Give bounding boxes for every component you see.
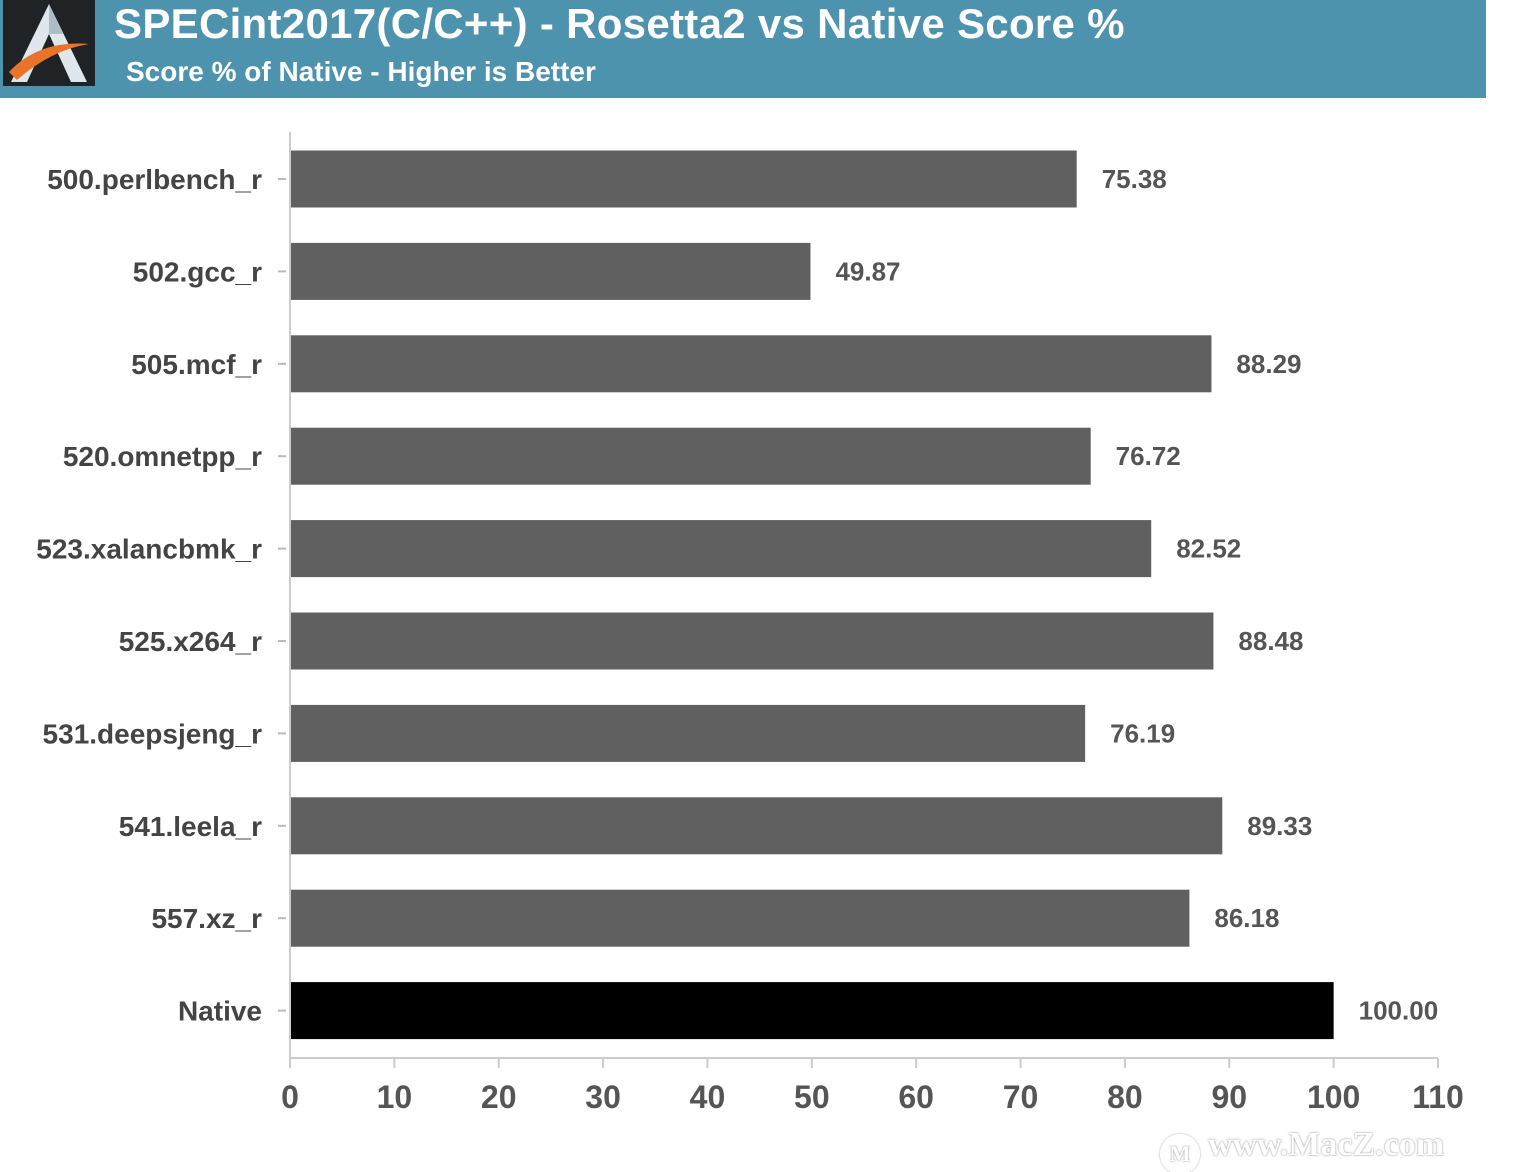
chart-title: SPECint2017(C/C++) - Rosetta2 vs Native … [114,0,1125,47]
bar [290,889,1190,947]
x-tick-label: 50 [794,1079,830,1115]
x-tick-label: 80 [1107,1079,1143,1115]
value-label: 100.00 [1359,996,1439,1026]
bar [290,242,811,300]
bar [290,982,1334,1040]
bar [290,520,1152,578]
bar [290,797,1223,855]
category-label: 525.x264_r [119,626,262,657]
x-tick-label: 40 [690,1079,726,1115]
bar [290,335,1212,393]
chart-header: SPECint2017(C/C++) - Rosetta2 vs Native … [0,0,1486,98]
value-label: 88.29 [1236,349,1301,379]
labels-layer: 500.perlbench_r 75.38 502.gcc_r 49.87 505.mc… [36,164,1464,1115]
x-tick-label: 20 [481,1079,517,1115]
bar [290,150,1077,208]
chart-subtitle: Score % of Native - Higher is Better [126,56,596,87]
bar [290,612,1214,670]
bars-layer [290,150,1334,1040]
anandtech-logo-icon [3,0,95,86]
category-label: 505.mcf_r [131,349,262,380]
category-label: 523.xalancbmk_r [36,534,262,565]
category-label: Native [178,996,262,1027]
value-label: 76.19 [1110,718,1175,748]
category-label: 502.gcc_r [133,256,262,287]
value-label: 49.87 [835,256,900,286]
x-tick-label: 0 [281,1079,299,1115]
category-label: 531.deepsjeng_r [43,718,263,749]
x-tick-label: 70 [1003,1079,1039,1115]
x-tick-label: 100 [1307,1079,1360,1115]
axes-layer [278,132,1439,1068]
bar [290,427,1091,485]
value-label: 86.18 [1214,903,1279,933]
x-tick-label: 30 [585,1079,621,1115]
category-label: 557.xz_r [151,903,262,934]
value-label: 82.52 [1176,534,1241,564]
category-label: 541.leela_r [119,811,262,842]
value-label: 76.72 [1116,441,1181,471]
category-label: 500.perlbench_r [47,164,262,195]
bar [290,704,1086,762]
category-label: 520.omnetpp_r [63,441,262,472]
x-tick-label: 110 [1412,1079,1464,1115]
watermark-text: www.MacZ.com [1208,1126,1445,1163]
value-label: 88.48 [1238,626,1303,656]
value-label: 89.33 [1247,811,1312,841]
macz-logo-icon: M [1160,1134,1200,1172]
x-tick-label: 10 [377,1079,413,1115]
x-tick-label: 60 [898,1079,934,1115]
x-tick-label: 90 [1211,1079,1247,1115]
value-label: 75.38 [1102,164,1167,194]
